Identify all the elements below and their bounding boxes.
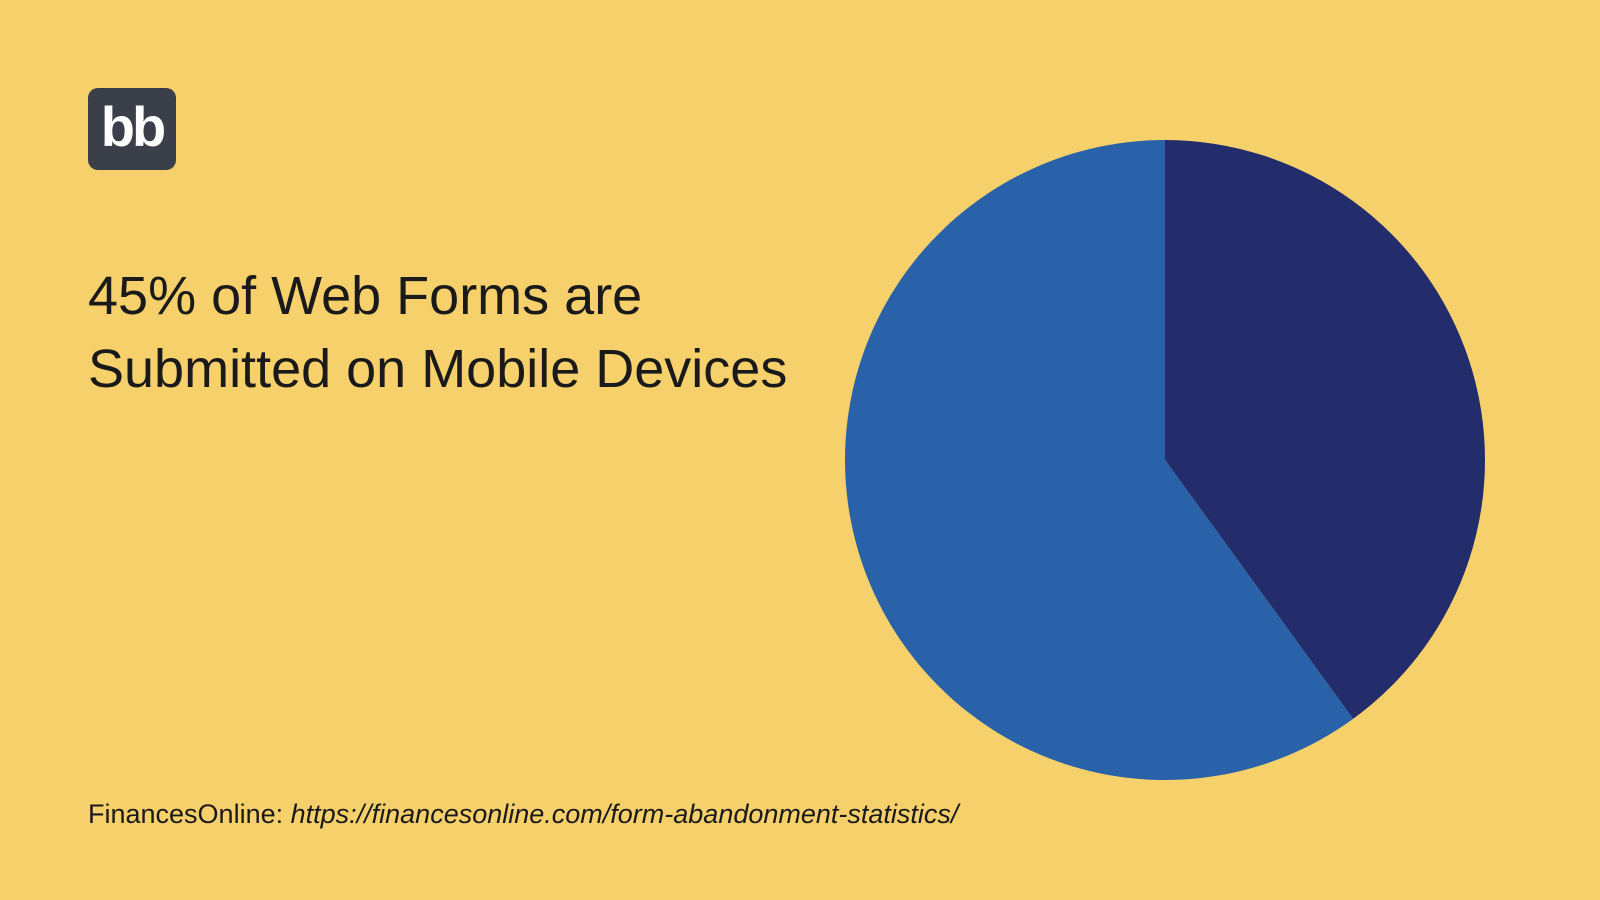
infographic-canvas: bb 45% of Web Forms are Submitted on Mob…: [0, 0, 1600, 900]
headline-text: 45% of Web Forms are Submitted on Mobile…: [88, 260, 788, 406]
pie-svg: [845, 140, 1485, 780]
pie-chart: [845, 140, 1485, 780]
logo-badge: bb: [88, 88, 176, 170]
logo-text: bb: [101, 99, 163, 155]
source-label: FinancesOnline:: [88, 799, 291, 829]
source-url: https://financesonline.com/form-abandonm…: [291, 799, 959, 829]
source-citation: FinancesOnline: https://financesonline.c…: [88, 799, 958, 830]
